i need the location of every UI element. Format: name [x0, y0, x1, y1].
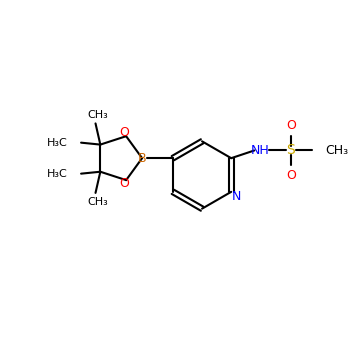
Text: H₃C: H₃C: [47, 169, 68, 178]
Text: B: B: [138, 152, 146, 164]
Text: O: O: [119, 126, 129, 139]
Text: NH: NH: [251, 144, 270, 157]
Text: H₃C: H₃C: [47, 138, 68, 148]
Text: CH₃: CH₃: [326, 144, 349, 157]
Text: N: N: [231, 190, 241, 203]
Text: CH₃: CH₃: [87, 110, 108, 120]
Text: O: O: [286, 119, 296, 132]
Text: CH₃: CH₃: [87, 197, 108, 206]
Text: O: O: [286, 169, 296, 182]
Text: S: S: [287, 144, 295, 158]
Text: O: O: [119, 177, 129, 190]
